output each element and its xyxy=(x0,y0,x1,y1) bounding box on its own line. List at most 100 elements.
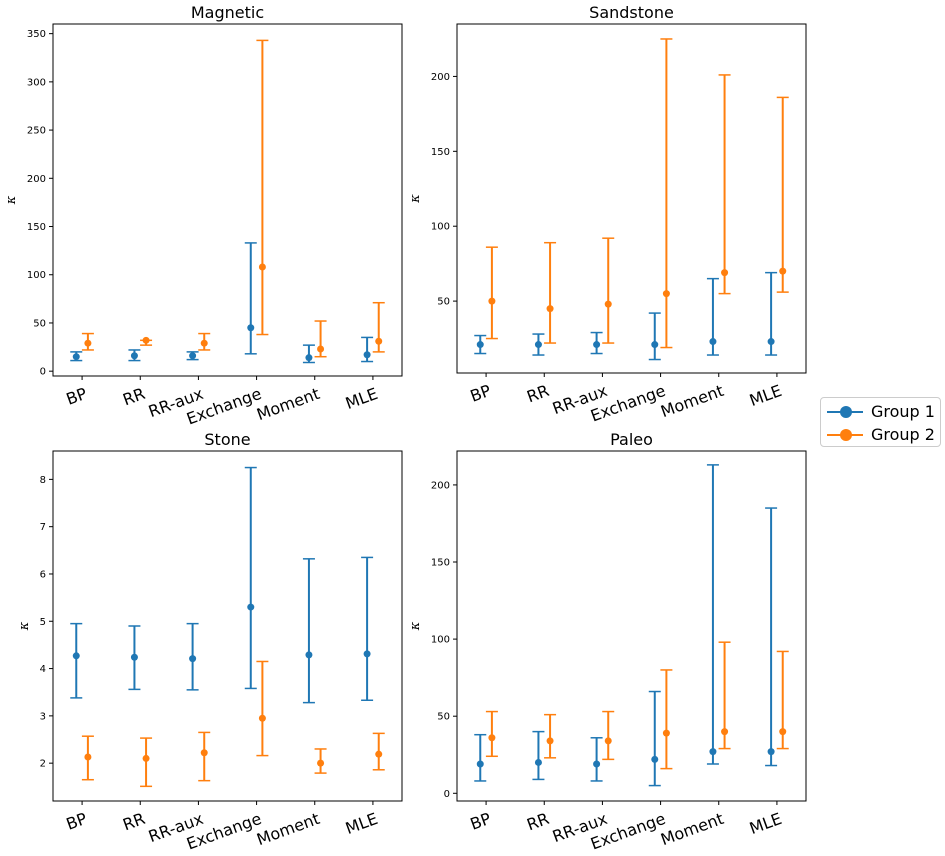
chart-title-magnetic: Magnetic xyxy=(191,3,264,22)
x-tick-label-paleo-bp: BP xyxy=(468,809,494,834)
y-tick-label-stone-3: 3 xyxy=(40,711,46,722)
y-tick-label-paleo-200: 200 xyxy=(431,480,450,491)
x-tick-label-sandstone-moment: Moment xyxy=(658,381,726,421)
plot-frame-paleo xyxy=(456,450,807,802)
point-sandstone-group-2-rr xyxy=(546,305,554,313)
point-stone-group-1-mle xyxy=(363,650,371,658)
y-tick-label-magnetic-300: 300 xyxy=(27,77,46,88)
y-tick-label-magnetic-200: 200 xyxy=(27,174,46,185)
y-tick-label-magnetic-50: 50 xyxy=(33,318,46,329)
point-magnetic-group-1-bp xyxy=(72,353,80,361)
x-tick-label-magnetic-rr: RR xyxy=(120,384,147,409)
point-stone-group-1-rr xyxy=(130,653,138,661)
point-magnetic-group-2-rr-aux xyxy=(200,339,208,347)
y-tick-label-magnetic-350: 350 xyxy=(27,29,46,40)
point-paleo-group-1-bp xyxy=(476,760,484,768)
point-magnetic-group-1-mle xyxy=(363,351,371,359)
legend-label-group-2: Group 2 xyxy=(871,425,935,444)
point-paleo-group-2-mle xyxy=(779,728,787,736)
point-paleo-group-2-exchange xyxy=(662,729,670,737)
point-paleo-group-1-rr-aux xyxy=(593,760,601,768)
y-axis-label-sandstone: κ xyxy=(408,194,423,204)
y-tick-label-magnetic-250: 250 xyxy=(27,126,46,137)
y-axis-label-stone: κ xyxy=(17,621,32,631)
chart-title-paleo: Paleo xyxy=(610,430,653,449)
x-tick-label-sandstone-bp: BP xyxy=(468,381,494,406)
point-paleo-group-1-exchange xyxy=(651,755,659,763)
y-tick-label-stone-7: 7 xyxy=(40,522,46,533)
point-stone-group-1-rr-aux xyxy=(189,655,197,663)
point-stone-group-2-bp xyxy=(84,753,92,761)
point-magnetic-group-1-rr-aux xyxy=(189,352,197,360)
x-tick-label-stone-mle: MLE xyxy=(343,809,380,838)
x-tick-label-magnetic-mle: MLE xyxy=(343,384,380,413)
point-stone-group-2-rr xyxy=(142,754,150,762)
y-tick-label-paleo-50: 50 xyxy=(437,712,450,723)
legend-entry-group-2: Group 2 xyxy=(821,424,940,446)
point-stone-group-1-bp xyxy=(72,652,80,660)
plot-frame-stone xyxy=(52,450,403,802)
chart-title-sandstone: Sandstone xyxy=(589,3,674,22)
point-magnetic-group-2-moment xyxy=(317,345,325,353)
y-tick-label-sandstone-200: 200 xyxy=(431,72,450,83)
point-paleo-group-2-rr-aux xyxy=(604,737,612,745)
y-tick-label-paleo-0: 0 xyxy=(444,789,450,800)
point-sandstone-group-1-rr-aux xyxy=(593,341,601,349)
point-sandstone-group-1-moment xyxy=(709,338,717,346)
legend-label-group-1: Group 1 xyxy=(871,402,935,421)
point-sandstone-group-2-exchange xyxy=(662,290,670,298)
y-tick-label-magnetic-150: 150 xyxy=(27,222,46,233)
point-stone-group-2-moment xyxy=(317,759,325,767)
point-stone-group-1-moment xyxy=(305,651,313,659)
x-tick-label-paleo-rr: RR xyxy=(524,809,551,834)
point-paleo-group-1-rr xyxy=(534,758,542,766)
point-paleo-group-2-moment xyxy=(721,728,729,736)
y-tick-label-paleo-100: 100 xyxy=(431,635,450,646)
plot-frame-magnetic xyxy=(52,23,403,377)
point-stone-group-2-exchange xyxy=(258,714,266,722)
point-sandstone-group-2-mle xyxy=(779,267,787,275)
y-axis-label-magnetic: κ xyxy=(4,195,19,205)
y-tick-label-paleo-150: 150 xyxy=(431,558,450,569)
point-magnetic-group-2-exchange xyxy=(258,263,266,271)
point-magnetic-group-1-exchange xyxy=(247,324,255,332)
chart-title-stone: Stone xyxy=(204,430,250,449)
point-stone-group-1-exchange xyxy=(247,603,255,611)
point-paleo-group-1-moment xyxy=(709,748,717,756)
x-tick-label-paleo-mle: MLE xyxy=(747,809,784,838)
x-tick-label-paleo-moment: Moment xyxy=(658,809,726,849)
x-tick-label-sandstone-rr: RR xyxy=(524,381,551,406)
y-tick-label-stone-4: 4 xyxy=(40,664,46,675)
point-sandstone-group-1-exchange xyxy=(651,341,659,349)
y-tick-label-magnetic-0: 0 xyxy=(40,367,46,378)
x-tick-label-sandstone-mle: MLE xyxy=(747,381,784,410)
point-sandstone-group-2-moment xyxy=(721,269,729,277)
point-magnetic-group-2-rr xyxy=(142,336,150,344)
point-paleo-group-2-rr xyxy=(546,737,554,745)
legend-entry-group-1: Group 1 xyxy=(821,401,940,423)
point-magnetic-group-1-rr xyxy=(130,352,138,360)
legend-marker-group-2 xyxy=(840,429,852,441)
legend-marker-group-1 xyxy=(840,406,852,418)
point-sandstone-group-1-rr xyxy=(534,341,542,349)
x-tick-label-stone-moment: Moment xyxy=(254,809,322,849)
point-magnetic-group-1-moment xyxy=(305,354,313,362)
point-magnetic-group-2-mle xyxy=(375,337,383,345)
point-sandstone-group-2-rr-aux xyxy=(604,300,612,308)
y-tick-label-sandstone-50: 50 xyxy=(437,297,450,308)
plot-frame-sandstone xyxy=(456,23,807,374)
y-tick-label-magnetic-100: 100 xyxy=(27,270,46,281)
point-magnetic-group-2-bp xyxy=(84,339,92,347)
y-tick-label-stone-5: 5 xyxy=(40,617,46,628)
point-stone-group-2-rr-aux xyxy=(200,749,208,757)
legend: Group 1 Group 2 xyxy=(820,397,941,447)
point-paleo-group-1-mle xyxy=(767,748,775,756)
x-tick-label-magnetic-moment: Moment xyxy=(254,384,322,424)
x-tick-label-stone-rr: RR xyxy=(120,809,147,834)
y-tick-label-stone-8: 8 xyxy=(40,475,46,486)
y-tick-label-stone-6: 6 xyxy=(40,569,46,580)
